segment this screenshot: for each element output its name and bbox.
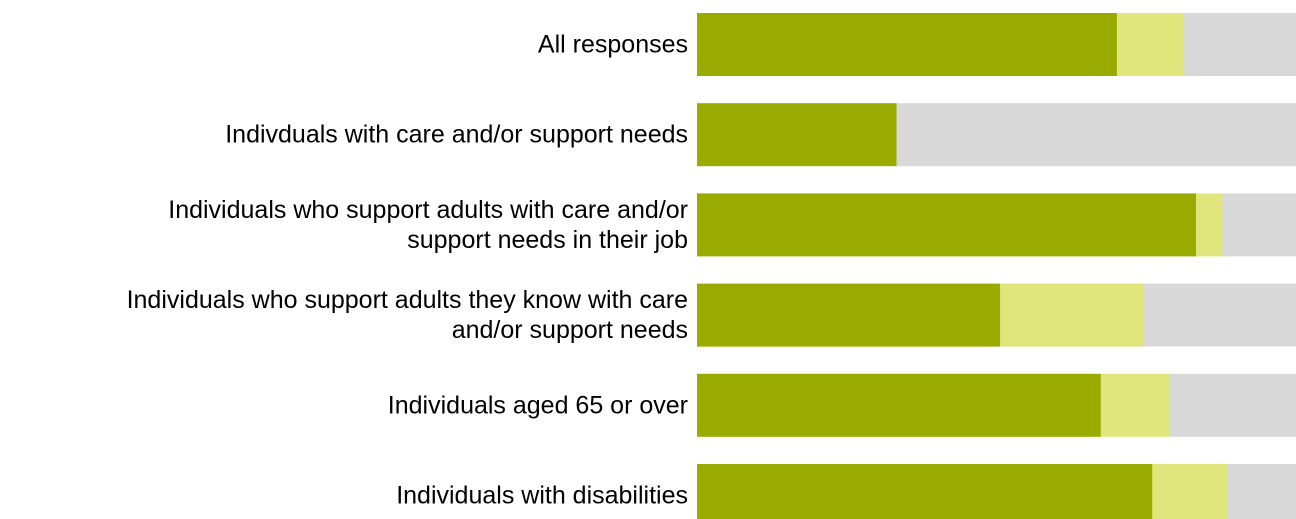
category-label: Individuals who support adults with care…	[168, 196, 688, 254]
bar-segment-3-row-6	[1227, 464, 1296, 519]
bar-segment-1-row-5	[697, 373, 1102, 437]
category-label: Individuals with disabilities	[396, 482, 688, 510]
category-label-line: All responses	[538, 31, 688, 59]
category-label-line: Individuals aged 65 or over	[388, 391, 688, 419]
bar-segment-3-row-4	[1143, 283, 1296, 347]
category-label-line: Individuals who support adults they know…	[127, 286, 688, 314]
bar-segment-1-row-3	[697, 193, 1197, 257]
category-labels: All responses Indivduals with care and/or…	[127, 31, 688, 510]
bar-segment-1-row-4	[697, 283, 1001, 347]
bar-segment-2-row-3	[1195, 193, 1223, 257]
category-label-line: and/or support needs	[452, 316, 688, 344]
bar-segment-2-row-6	[1152, 464, 1229, 519]
category-label-line: Indivduals with care and/or support need…	[225, 121, 688, 149]
bars	[697, 13, 1296, 519]
bar-segment-1-row-2	[697, 103, 897, 167]
category-label-line: Individuals who support adults with care…	[168, 196, 688, 224]
bar-segment-3-row-1	[1183, 13, 1296, 76]
category-label: Individuals aged 65 or over	[388, 391, 688, 419]
bar-segment-3-row-2	[896, 103, 1296, 167]
category-label: Indivduals with care and/or support need…	[225, 121, 688, 149]
bar-segment-3-row-5	[1169, 373, 1296, 437]
bar-segment-1-row-6	[697, 464, 1153, 519]
bar-segment-1-row-1	[697, 13, 1118, 76]
category-label-line: Individuals with disabilities	[396, 482, 688, 510]
category-label: All responses	[538, 31, 688, 59]
bar-segment-2-row-5	[1100, 373, 1170, 437]
bar-segment-3-row-3	[1222, 193, 1296, 257]
bar-segment-2-row-4	[1000, 283, 1144, 347]
category-label: Individuals who support adults they know…	[127, 286, 688, 344]
category-label-line: support needs in their job	[407, 226, 688, 254]
bar-segment-2-row-1	[1116, 13, 1185, 76]
